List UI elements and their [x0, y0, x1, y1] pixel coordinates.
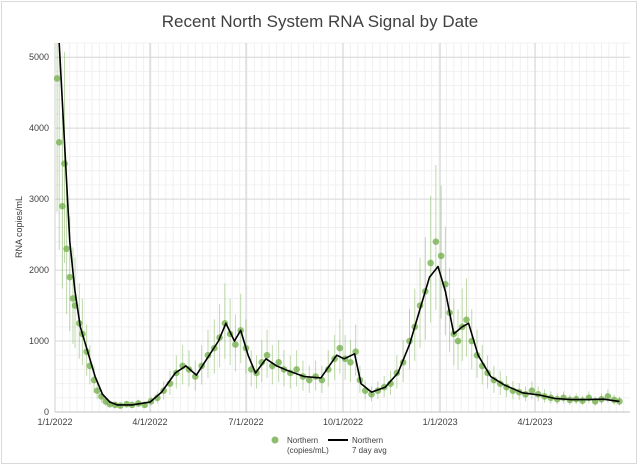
data-point	[347, 359, 354, 366]
legend-label-line-line1: Northern	[352, 436, 383, 445]
x-tick-label: 4/1/2023	[518, 417, 553, 427]
data-point	[490, 376, 498, 384]
data-point	[63, 245, 70, 253]
data-point	[604, 393, 612, 400]
data-point	[305, 376, 313, 384]
data-point	[368, 390, 375, 398]
data-point	[275, 359, 282, 366]
legend-label-points-line1: Northern	[287, 436, 318, 445]
data-point	[579, 397, 586, 404]
legend-label-points-line2: (copies/mL)	[287, 446, 329, 455]
data-point	[66, 273, 74, 281]
data-point	[93, 387, 101, 395]
legend-label-line-line2: 7 day avg	[352, 446, 387, 455]
data-point	[258, 359, 266, 366]
avg-line	[58, 42, 620, 406]
data-point	[69, 295, 77, 302]
x-tick-label: 7/1/2022	[228, 417, 263, 427]
data-point	[59, 202, 66, 210]
data-point	[336, 344, 344, 352]
data-point	[528, 387, 536, 395]
y-tick-label: 3000	[29, 194, 49, 204]
chart-title: Recent North System RNA Signal by Date	[162, 12, 479, 31]
y-tick-label: 0	[44, 407, 49, 417]
y-tick-label: 5000	[29, 52, 49, 62]
x-tick-label: 1/1/2023	[423, 417, 458, 427]
y-tick-label: 2000	[29, 265, 49, 275]
data-point	[560, 394, 567, 402]
data-point	[232, 341, 239, 348]
data-point	[427, 259, 434, 267]
data-point	[463, 316, 470, 324]
data-point	[293, 366, 300, 373]
gridlines	[54, 42, 630, 413]
data-point	[263, 351, 271, 359]
y-tick-label: 4000	[29, 123, 49, 133]
x-tick-label: 10/1/2022	[323, 417, 363, 427]
data-point	[55, 139, 63, 146]
y-axis-ticks: 0 1000 2000 3000 4000 5000	[29, 52, 49, 417]
y-tick-label: 1000	[29, 336, 49, 346]
series-line	[58, 42, 620, 406]
data-point	[437, 252, 445, 260]
x-tick-label: 4/1/2022	[132, 417, 167, 427]
x-axis-ticks: 1/1/2022 4/1/2022 7/1/2022 10/1/2022 1/1/202…	[37, 417, 552, 427]
data-point	[61, 160, 68, 167]
data-point	[432, 238, 440, 245]
data-point	[616, 398, 623, 405]
legend-marker-points	[271, 436, 279, 444]
legend: Northern (copies/mL) Northern 7 day avg	[271, 436, 387, 455]
y-axis-label: RNA copies/mL	[14, 196, 24, 258]
x-tick-label: 1/1/2022	[37, 417, 72, 427]
data-point	[454, 337, 462, 345]
data-point	[53, 75, 61, 82]
